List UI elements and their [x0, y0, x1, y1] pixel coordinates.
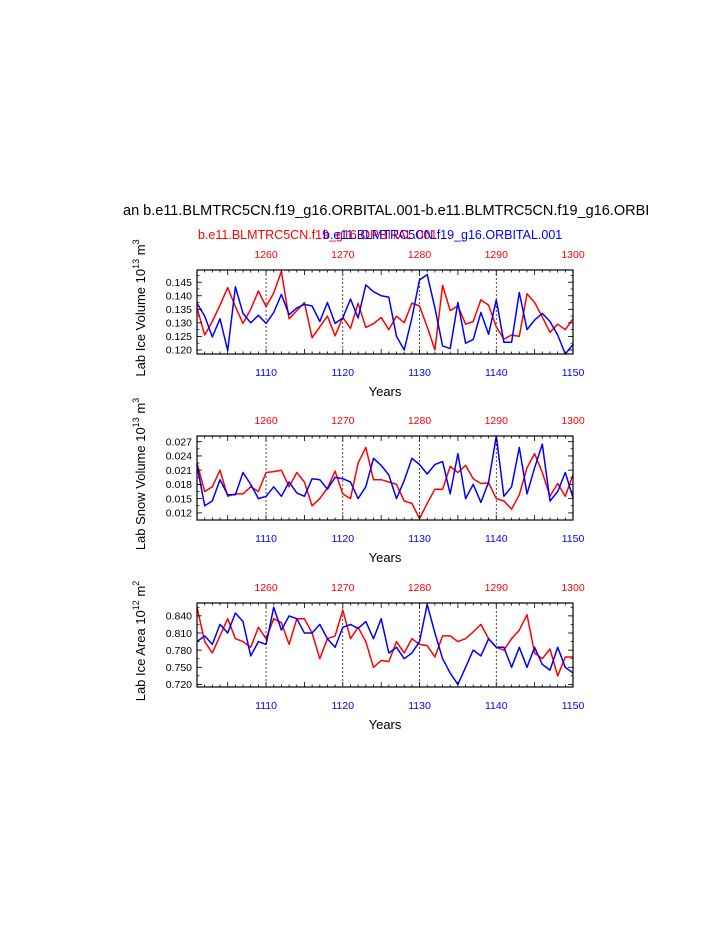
- x-tick-label-top: 1260: [254, 415, 278, 427]
- series-line-blue: [196, 603, 574, 686]
- plot-frame: [196, 602, 574, 688]
- x-tick-label-top: 1280: [408, 582, 432, 594]
- series-line-red: [196, 446, 574, 520]
- panel-3: 1110 1120 1130 1140 1150 1260 1270 1280 1290 1300…: [131, 581, 585, 732]
- x-tick-label-bottom: 1140: [485, 533, 508, 545]
- x-tick-label-bottom: 1130: [408, 367, 431, 379]
- y-tick-label: 0.145: [166, 277, 192, 289]
- y-tick-label: 0.130: [166, 318, 192, 330]
- x-tick-label-top: 1290: [485, 415, 509, 427]
- x-tick-label-bottom: 1140: [485, 700, 508, 712]
- x-tick-label-bottom: 1130: [408, 700, 431, 712]
- y-tick-label: 0.021: [166, 465, 192, 477]
- x-tick-label-top: 1300: [561, 249, 585, 261]
- y-tick-label: 0.135: [166, 304, 192, 316]
- panel-1: 1110 1120 1130 1140 1150 1260 1270 1280 1290 1300…: [131, 239, 585, 399]
- x-tick-label-top: 1290: [485, 582, 509, 594]
- x-tick-label-bottom: 1120: [331, 367, 354, 379]
- x-tick-label-bottom: 1110: [255, 700, 277, 712]
- x-tick-label-bottom: 1130: [408, 533, 431, 545]
- y-tick-label: 0.720: [166, 679, 192, 691]
- x-tick-label-top: 1270: [331, 582, 355, 594]
- series-line-red: [196, 607, 573, 677]
- x-tick-label-bottom: 1120: [331, 700, 354, 712]
- x-tick-label-bottom: 1110: [255, 367, 277, 379]
- y-tick-label: 0.840: [166, 611, 192, 623]
- x-tick-label-bottom: 1150: [562, 367, 585, 379]
- y-tick-label: 0.015: [166, 493, 192, 505]
- y-tick-label: 0.027: [166, 436, 192, 448]
- x-tick-label-top: 1270: [331, 249, 355, 261]
- subtitle-blue-run: b.e11.BLMTRC5CN.f19_g16.ORBITAL.001: [323, 228, 563, 242]
- y-axis-title: Lab Ice Area 1012 m2: [131, 581, 148, 702]
- y-tick-label: 0.125: [166, 331, 192, 343]
- x-tick-label-top: 1260: [254, 249, 278, 261]
- x-tick-label-top: 1300: [561, 582, 585, 594]
- plot-frame: [196, 435, 574, 521]
- x-tick-label-bottom: 1110: [255, 533, 277, 545]
- series-line-blue: [196, 273, 574, 355]
- y-tick-label: 0.120: [166, 345, 192, 357]
- y-tick-label: 0.018: [166, 479, 192, 491]
- y-tick-label: 0.810: [166, 628, 192, 640]
- y-axis-title: Lab Ice Volume 1013 m3: [131, 239, 148, 376]
- y-tick-label: 0.750: [166, 662, 192, 674]
- x-tick-label-bottom: 1140: [485, 367, 508, 379]
- x-tick-label-top: 1300: [561, 415, 585, 427]
- series-line-red: [196, 270, 574, 351]
- x-tick-label-top: 1280: [408, 415, 432, 427]
- x-axis-title: Years: [369, 717, 402, 732]
- x-tick-label-bottom: 1150: [562, 533, 585, 545]
- y-tick-label: 0.012: [166, 508, 192, 520]
- x-tick-label-bottom: 1120: [331, 533, 354, 545]
- panel-2: 1110 1120 1130 1140 1150 1260 1270 1280 1290 1300…: [131, 398, 585, 565]
- subtitle-red-run: b.e11.BLMTRC5CN.f19_g16.ORBITAL.001: [198, 228, 438, 242]
- y-tick-label: 0.024: [166, 451, 192, 463]
- x-tick-label-top: 1290: [485, 249, 509, 261]
- series-line-blue: [196, 435, 574, 507]
- x-axis-title: Years: [369, 384, 402, 399]
- plot-frame: [196, 269, 574, 355]
- x-axis-title: Years: [369, 550, 402, 565]
- x-tick-label-top: 1270: [331, 415, 355, 427]
- x-tick-label-top: 1280: [408, 249, 432, 261]
- x-tick-label-bottom: 1150: [562, 700, 585, 712]
- x-tick-label-top: 1260: [254, 582, 278, 594]
- y-axis-title: Lab Snow Volume 1013 m3: [131, 398, 148, 550]
- y-tick-label: 0.140: [166, 291, 192, 303]
- y-tick-label: 0.780: [166, 645, 192, 657]
- chart-title: an b.e11.BLMTRC5CN.f19_g16.ORBITAL.001-b…: [123, 203, 650, 219]
